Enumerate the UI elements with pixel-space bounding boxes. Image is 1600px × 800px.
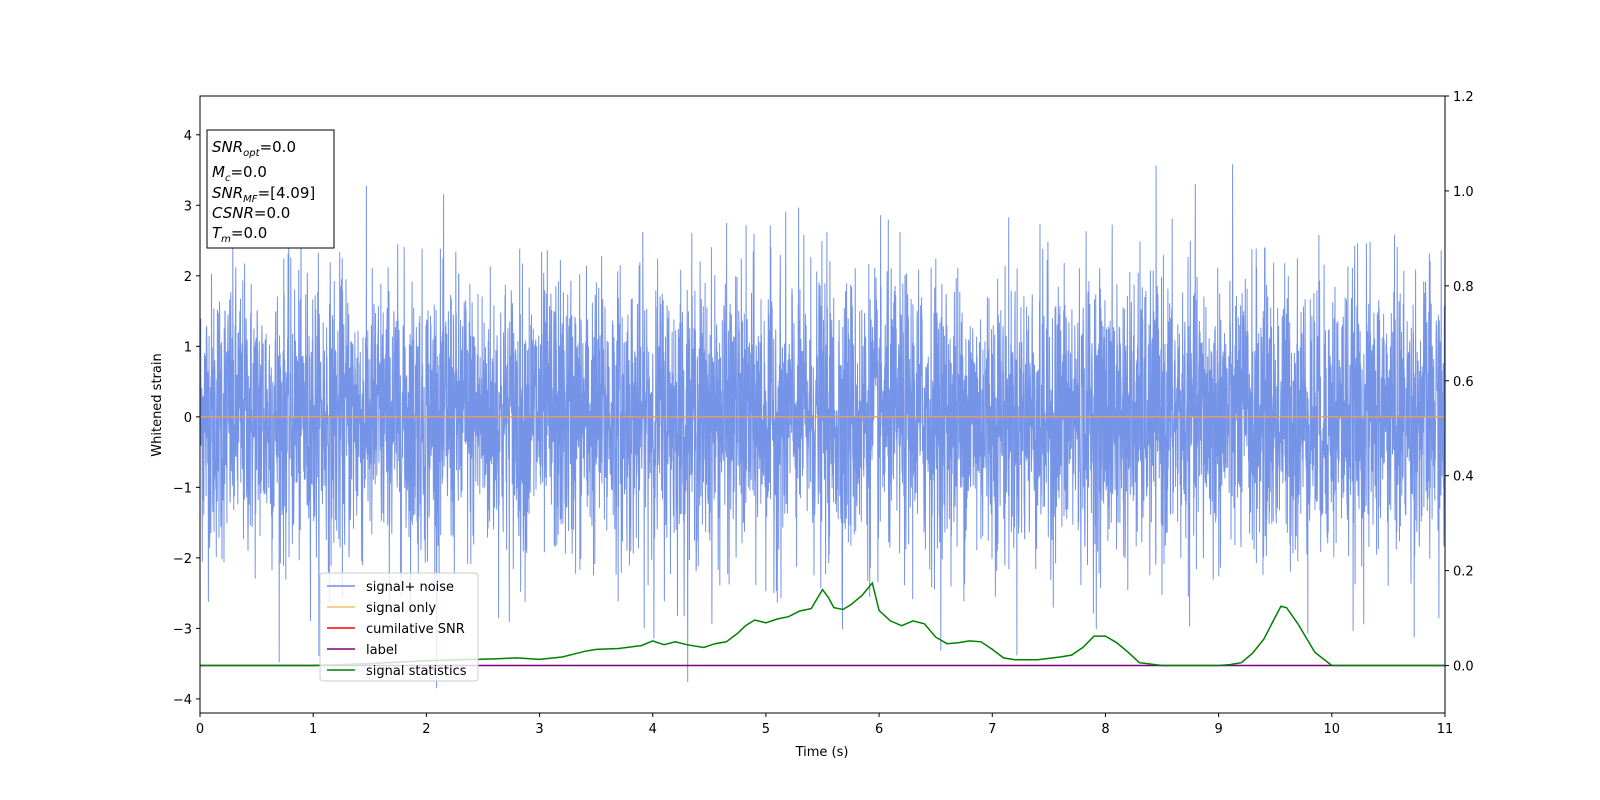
x-axis: 0 1 2 3 4 5 6 7 8 9 10 11 xyxy=(196,713,1453,737)
x-tick-label: 6 xyxy=(875,722,883,737)
legend: signal+ noise signal only cumilative SNR la… xyxy=(319,572,479,682)
legend-label: signal only xyxy=(366,601,436,616)
y-axis-label: Whitened strain xyxy=(150,353,165,456)
y-tick-label: 4 xyxy=(184,129,192,144)
snr-mf-text: SNRMF=[4.09] xyxy=(212,184,315,205)
legend-label: label xyxy=(366,643,397,658)
y-tick-label: −2 xyxy=(173,552,192,567)
x-tick-label: 8 xyxy=(1101,722,1109,737)
x-tick-label: 7 xyxy=(988,722,996,737)
y-tick-label: 2 xyxy=(184,270,192,285)
y-tick-label: 1 xyxy=(184,340,192,355)
x-tick-label: 2 xyxy=(422,722,430,737)
y-tick-label: −4 xyxy=(173,693,192,708)
info-box: SNRopt=0.0 Mc=0.0 SNRMF=[4.09] CSNR=0.0 … xyxy=(206,129,335,249)
tm-text: Tm=0.0 xyxy=(212,224,267,245)
y-axis-left: −4 −3 −2 −1 0 1 2 3 4 xyxy=(173,129,200,708)
y2-tick-label: 0.0 xyxy=(1453,660,1474,675)
plot-frame xyxy=(199,95,1446,714)
y-tick-label: −1 xyxy=(173,481,192,496)
x-tick-label: 10 xyxy=(1324,722,1341,737)
y2-tick-label: 1.2 xyxy=(1453,90,1474,105)
x-tick-label: 1 xyxy=(309,722,317,737)
signal-noise-line xyxy=(200,164,1445,689)
x-tick-label: 0 xyxy=(196,722,204,737)
x-axis-label: Time (s) xyxy=(795,745,849,760)
y-axis-right: 0.0 0.2 0.4 0.6 0.8 1.0 1.2 xyxy=(1445,90,1474,675)
mc-text: Mc=0.0 xyxy=(212,163,267,184)
y-tick-label: 0 xyxy=(184,411,192,426)
legend-frame xyxy=(319,572,479,682)
x-tick-label: 11 xyxy=(1437,722,1454,737)
x-tick-label: 3 xyxy=(535,722,543,737)
y2-tick-label: 1.0 xyxy=(1453,185,1474,200)
x-tick-label: 5 xyxy=(762,722,770,737)
legend-label: signal+ noise xyxy=(366,580,454,595)
y2-tick-label: 0.8 xyxy=(1453,280,1474,295)
legend-label: cumilative SNR xyxy=(366,622,465,637)
y2-tick-label: 0.4 xyxy=(1453,470,1474,485)
snr-opt-text: SNRopt=0.0 xyxy=(212,138,296,159)
y-tick-label: −3 xyxy=(173,622,192,637)
csnr-text: CSNR=0.0 xyxy=(212,204,290,222)
info-box-frame xyxy=(206,129,335,249)
y2-tick-label: 0.2 xyxy=(1453,565,1474,580)
signal-statistics-line xyxy=(200,581,1445,667)
legend-label: signal statistics xyxy=(366,664,467,679)
x-tick-label: 4 xyxy=(649,722,657,737)
y2-tick-label: 0.6 xyxy=(1453,375,1474,390)
y-tick-label: 3 xyxy=(184,199,192,214)
signal-noise-series xyxy=(200,164,1445,689)
x-tick-label: 9 xyxy=(1214,722,1222,737)
